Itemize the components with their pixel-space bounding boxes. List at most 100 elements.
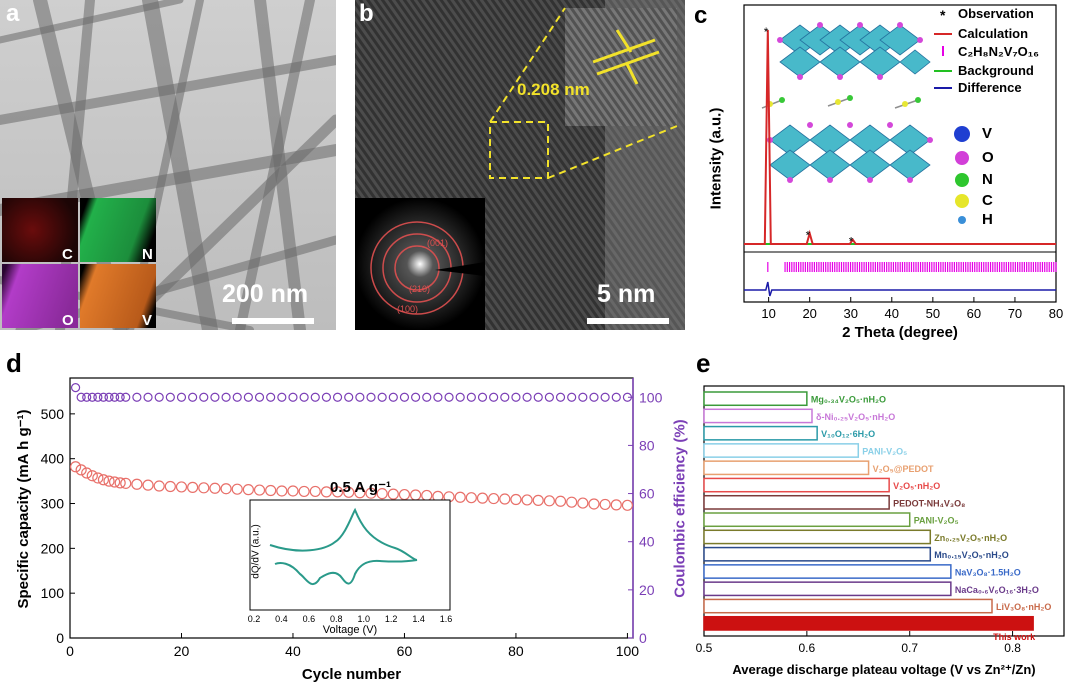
capacity-point [231,483,243,495]
y-tick-label: 200 [41,540,65,556]
bar-xlabel: Average discharge plateau voltage (V vs … [732,662,1036,677]
x-tick-label: 0 [66,643,74,659]
rate-annotation: 0.5 A g⁻¹ [330,479,391,496]
atom-label-h: H [982,211,993,228]
capacity-point [253,484,266,496]
x-tick-label: 60 [967,306,981,321]
capacity-point [398,488,411,501]
bar [703,408,813,424]
capacity-point [81,467,93,479]
legend-calculation: Calculation [958,26,1029,41]
efficiency-point [589,392,599,402]
capacity-point [153,480,165,492]
capacity-point [577,497,589,509]
eds-map-c [2,198,78,262]
bar-label: Mg₀.₃₄V₂O₅·nH₂O [811,395,886,405]
y-tick-label: 500 [41,406,65,422]
cycling-ylabel: Specific capacity (mA h g⁻¹) [15,409,32,609]
panel-c-label: c [694,2,708,29]
efficiency-point [455,392,465,402]
bar [703,564,952,579]
x-tick-label: 0.5 [696,641,713,655]
efficiency-point [104,392,114,402]
saed-ring-210: (210) [409,284,431,294]
efficiency-point [266,392,276,402]
x-tick-label: 100 [616,643,640,659]
xrd-legend: * [934,7,952,89]
svg-text:*: * [940,7,946,23]
efficiency-point [254,392,265,402]
efficiency-point [76,392,86,402]
capacity-point [86,470,98,482]
bar-label: δ-Ni₀.₂₅V₂O₅·nH₂O [816,412,895,422]
x-tick-label: 20 [802,306,816,321]
panel-a: a 200 nm C N O V [0,0,336,330]
capacity-point [599,498,611,511]
bar-label: LiV₃O₈·nH₂O [996,602,1051,612]
capacity-point [376,488,388,500]
bar [703,546,932,562]
efficiency-point [277,392,287,402]
capacity-point [298,485,310,498]
bar [703,477,890,493]
eds-label-v: V [142,312,153,329]
bar-label: PANI-V₂O₅ [862,447,907,457]
bar-label: V₁₀O₁₂·6H₂O [821,429,875,439]
eds-map-grid: C N O V [0,198,158,330]
panel-c: c [690,0,1080,345]
efficiency-point [299,392,309,402]
inset-ylabel: dQ/dV (a.u.) [250,524,262,579]
eds-label-c: C [62,246,73,263]
bar [703,512,911,528]
eds-label-n: N [142,246,153,263]
bar-label: Zn₀.₂₅V₂O₅·nH₂O [934,533,1007,543]
efficiency-point [377,392,387,402]
xrd-xlabel: 2 Theta (degree) [842,324,958,341]
capacity-point [164,480,176,493]
efficiency-point [355,392,365,402]
eds-map-o [2,264,78,328]
bar [703,598,993,614]
observation-peak-1: * [806,228,811,242]
capacity-point [566,496,578,508]
xrd-ylabel: Intensity (a.u.) [707,107,725,210]
capacity-point [554,495,567,507]
capacity-point [220,483,232,495]
inset-x-tick-label: 1.0 [357,614,370,624]
x-tick-label: 70 [1008,306,1022,321]
efficiency-point [433,392,443,402]
efficiency-point [121,392,131,402]
capacity-point [543,495,555,507]
saed-ring-001: (001) [427,238,449,248]
efficiency-point [422,392,432,402]
panel-a-label: a [6,0,20,27]
capacity-point [476,492,489,504]
efficiency-point [221,392,231,402]
eds-map-n [80,198,156,262]
capacity-point [265,484,277,497]
efficiency-point [477,392,488,402]
d-spacing-label: 0.208 nm [517,80,590,99]
efficiency-point [288,392,298,402]
capacity-point [365,487,377,499]
x-tick-label: 50 [926,306,940,321]
atom-label-n: N [982,171,993,188]
difference-line [744,281,1056,297]
capacity-point [510,493,522,506]
capacity-point [242,484,254,496]
efficiency-point [500,392,510,402]
bar [703,529,932,545]
efficiency-point [411,392,421,402]
inset-x-tick-label: 1.6 [440,614,453,624]
inset-x-tick-label: 0.4 [275,614,288,624]
y-tick-label: 300 [41,496,65,512]
efficiency-point [310,392,320,402]
cycling-chart: 0 20 40 60 80 1000100200300400500020406080100… [41,377,663,659]
y-tick-label: 0 [56,630,64,646]
capacity-point [175,481,188,493]
bar [703,391,808,407]
x-tick-label: 0.6 [799,641,816,655]
capacity-point [276,485,288,497]
bar-label: V₂O₅@PEDOT [873,464,934,474]
capacity-point [621,499,634,511]
